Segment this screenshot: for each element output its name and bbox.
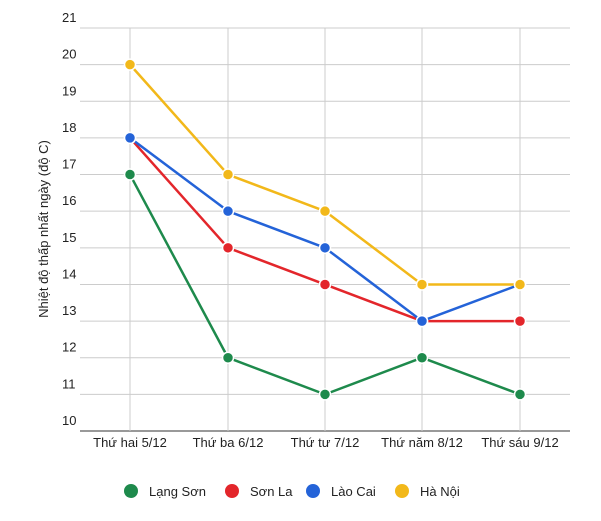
data-point-lao-cai: [415, 314, 429, 328]
data-point-ha-noi: [415, 278, 429, 291]
data-point-ha-noi: [513, 278, 527, 291]
y-axis-title: Nhiệt độ thấp nhất ngày (độ C): [36, 140, 51, 318]
gridlines: [80, 27, 570, 432]
y-tick-label: 18: [62, 120, 76, 135]
y-tick-label: 19: [62, 83, 76, 98]
data-point-son-la: [318, 278, 332, 291]
data-point-lao-cai: [221, 204, 235, 218]
y-tick-label: 16: [62, 193, 76, 208]
legend-marker-ha-noi: [395, 484, 409, 498]
y-tick-label: 21: [62, 10, 76, 25]
x-tick-label: Thứ hai 5/12: [93, 435, 167, 450]
data-point-lao-cai: [318, 241, 332, 255]
x-tick-label: Thứ ba 6/12: [193, 435, 264, 450]
data-point-lang-son: [221, 351, 235, 364]
legend-marker-lang-son: [124, 484, 138, 498]
data-point-ha-noi: [318, 204, 332, 218]
x-tick-label: Thứ năm 8/12: [381, 435, 463, 450]
y-tick-label: 20: [62, 47, 76, 62]
data-point-ha-noi: [123, 58, 137, 71]
data-point-ha-noi: [221, 168, 235, 181]
y-tick-label: 11: [62, 376, 76, 391]
legend-marker-lao-cai: [306, 484, 320, 498]
legend-label-son-la: Sơn La: [250, 484, 293, 499]
data-point-son-la: [513, 314, 527, 328]
y-tick-label: 17: [62, 157, 76, 172]
x-tick-label: Thứ tư 7/12: [291, 435, 360, 450]
y-tick-label: 13: [62, 303, 76, 318]
legend-label-lang-son: Lạng Sơn: [149, 484, 206, 499]
y-tick-label: 14: [62, 266, 76, 281]
legend-marker-son-la: [225, 484, 239, 498]
legend-label-ha-noi: Hà Nội: [420, 484, 460, 499]
data-point-lang-son: [513, 388, 527, 401]
data-point-lao-cai: [123, 131, 137, 145]
legend-label-lao-cai: Lào Cai: [331, 484, 376, 499]
data-point-son-la: [221, 241, 235, 255]
x-tick-label: Thứ sáu 9/12: [481, 435, 558, 450]
data-point-lang-son: [415, 351, 429, 364]
y-tick-label: 10: [62, 413, 76, 428]
series-points: [123, 58, 527, 401]
y-tick-label: 12: [62, 340, 76, 355]
data-point-lang-son: [123, 168, 137, 181]
y-tick-label: 15: [62, 230, 76, 245]
data-point-lang-son: [318, 388, 332, 401]
